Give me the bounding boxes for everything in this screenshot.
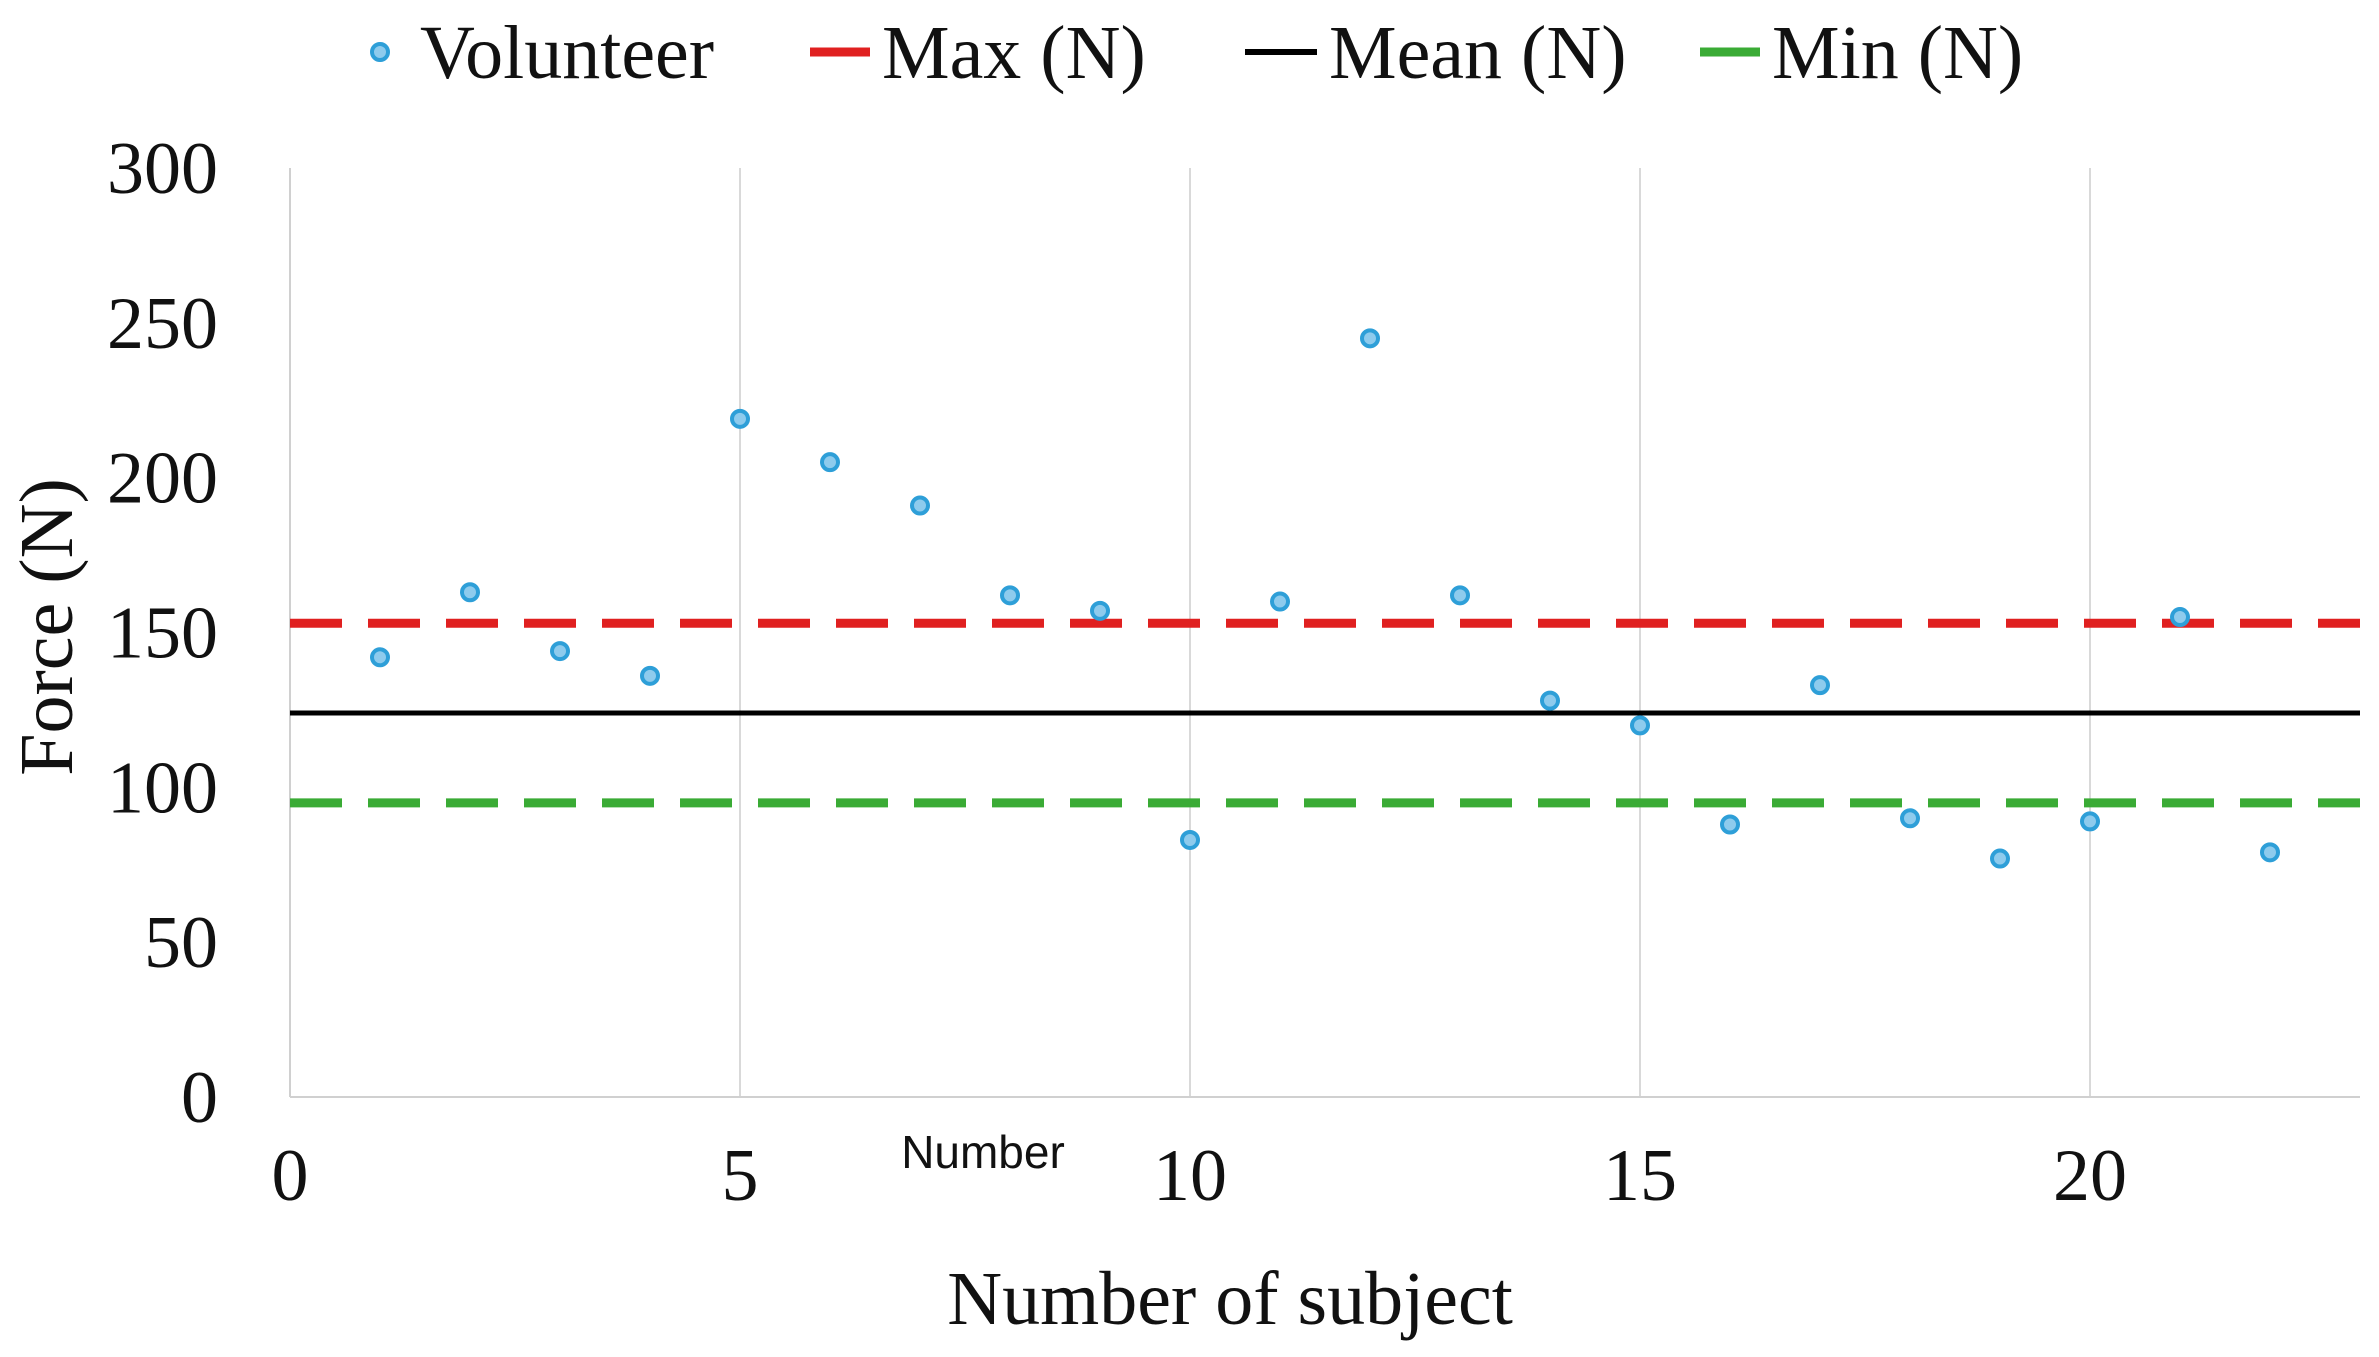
legend-label: Volunteer (420, 11, 714, 95)
data-point (370, 647, 390, 668)
y-tick-label: 200 (107, 438, 218, 520)
data-point (550, 641, 570, 662)
data-point (1810, 675, 1830, 696)
annotation-number: Number (901, 1126, 1065, 1178)
y-tick-label: 250 (107, 283, 218, 365)
data-point (730, 408, 750, 429)
x-tick-label: 20 (2053, 1135, 2127, 1217)
x-tick-label: 0 (272, 1135, 309, 1217)
x-tick-label: 10 (1153, 1135, 1227, 1217)
x-axis-title: Number of subject (947, 1257, 1513, 1341)
y-tick-label: 300 (107, 128, 218, 210)
data-point (1540, 690, 1560, 711)
x-tick-label: 5 (722, 1135, 759, 1217)
legend: Volunteer Max (N) Mean (N) Min (N) (370, 11, 2023, 95)
data-point (1360, 328, 1380, 349)
axes (289, 168, 2360, 1098)
data-point (1180, 829, 1200, 850)
data-point (1450, 585, 1470, 606)
legend-marker-volunteer (370, 42, 390, 62)
data-point (2080, 811, 2100, 832)
data-point (1270, 591, 1290, 612)
data-point (1090, 600, 1110, 621)
data-point (460, 582, 480, 603)
y-tick-label: 150 (107, 593, 218, 675)
data-point (910, 495, 930, 516)
data-point (1900, 808, 1920, 829)
data-point (1720, 814, 1740, 835)
data-point (640, 665, 660, 686)
gridlines (739, 168, 2091, 1097)
legend-label: Max (N) (882, 11, 1146, 95)
x-tick-label: 15 (1603, 1135, 1677, 1217)
y-tick-label: 50 (144, 902, 218, 984)
legend-label: Mean (N) (1329, 11, 1627, 95)
data-point (1990, 848, 2010, 869)
data-point (1000, 585, 1020, 606)
data-points (370, 328, 2280, 869)
y-axis-title: Force (N) (5, 478, 89, 776)
data-point (2260, 842, 2280, 863)
y-tick-label: 100 (107, 747, 218, 829)
data-point (1630, 715, 1650, 736)
legend-label: Min (N) (1772, 11, 2023, 95)
tick-labels: 0 50 100 150 200 250 300 0 5 10 15 20 (107, 128, 2127, 1217)
y-tick-label: 0 (181, 1057, 218, 1139)
reference-lines (290, 618, 2360, 808)
data-point (820, 452, 840, 473)
data-point (2170, 607, 2190, 628)
